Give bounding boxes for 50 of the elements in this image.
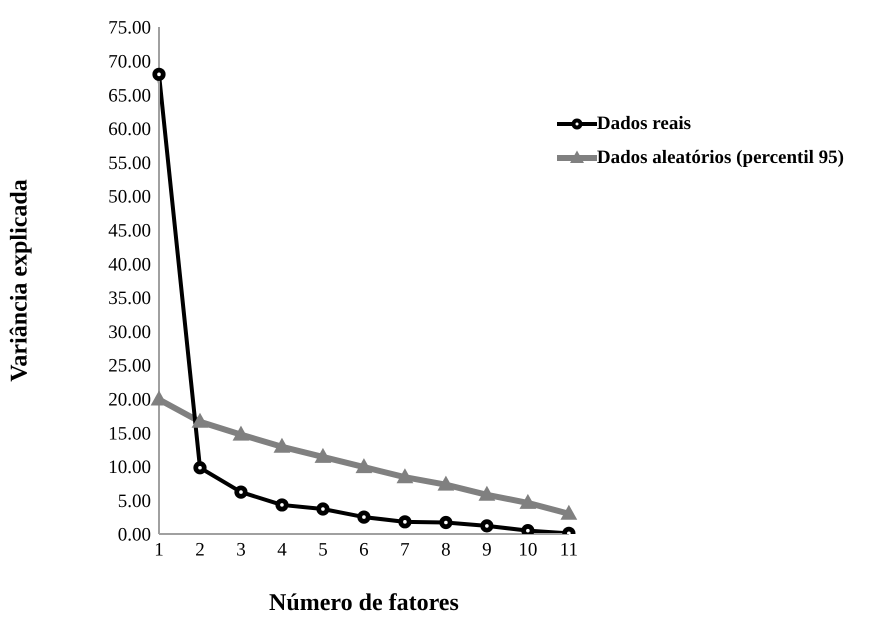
- y-tick-label: 45.00: [108, 220, 151, 242]
- y-tick-label: 20.00: [108, 390, 151, 411]
- legend-label: Dados aleatórios (percentil 95): [596, 147, 844, 169]
- legend-label: Dados reais: [596, 113, 691, 135]
- point: [438, 476, 454, 491]
- y-tick-label: 65.00: [108, 85, 151, 106]
- point: [316, 502, 330, 516]
- y-tick-label: 40.00: [108, 254, 151, 276]
- y-tick-label: 75.00: [108, 18, 151, 39]
- y-tick-label: 70.00: [108, 52, 151, 73]
- point: [480, 519, 494, 532]
- x-tick-label: 5: [318, 539, 328, 560]
- point: [560, 504, 578, 520]
- point: [439, 516, 452, 530]
- point: [356, 458, 372, 474]
- point: [519, 494, 536, 509]
- point: [152, 68, 166, 81]
- y-tick-label: 5.00: [118, 490, 151, 512]
- y-tick-label: 55.00: [108, 152, 151, 174]
- point: [398, 515, 412, 528]
- x-tick-label: 2: [195, 539, 205, 560]
- y-tick-label: 25.00: [108, 356, 151, 377]
- y-tick-label: 10.00: [108, 457, 151, 478]
- x-tick-label: 8: [441, 539, 451, 560]
- y-tick-label: 50.00: [108, 186, 151, 208]
- point: [275, 498, 289, 512]
- x-tick-label: 9: [482, 539, 492, 560]
- point: [478, 486, 496, 501]
- point: [232, 426, 250, 441]
- x-tick-label: 1: [154, 539, 164, 560]
- x-tick-label: 10: [518, 539, 538, 560]
- x-tick-label: 11: [560, 539, 578, 560]
- x-axis-title: Número de fatores: [269, 590, 459, 616]
- point: [274, 438, 290, 453]
- x-tick-label: 6: [359, 539, 369, 560]
- x-tick-label: 7: [400, 539, 410, 560]
- point: [357, 510, 371, 524]
- point: [234, 485, 248, 499]
- x-tick-label: 3: [236, 539, 246, 560]
- y-tick-label: 15.00: [108, 423, 151, 444]
- x-tick-label: 4: [277, 539, 288, 560]
- y-tick-label: 60.00: [108, 119, 151, 140]
- y-axis-title: Variância explicada: [6, 179, 33, 382]
- y-tick-label: 35.00: [108, 288, 151, 310]
- point: [193, 461, 207, 474]
- y-tick-label: 0.00: [118, 524, 151, 546]
- point: [314, 448, 332, 463]
- point: [396, 468, 414, 484]
- point: [192, 412, 208, 428]
- y-tick-label: 30.00: [108, 322, 151, 343]
